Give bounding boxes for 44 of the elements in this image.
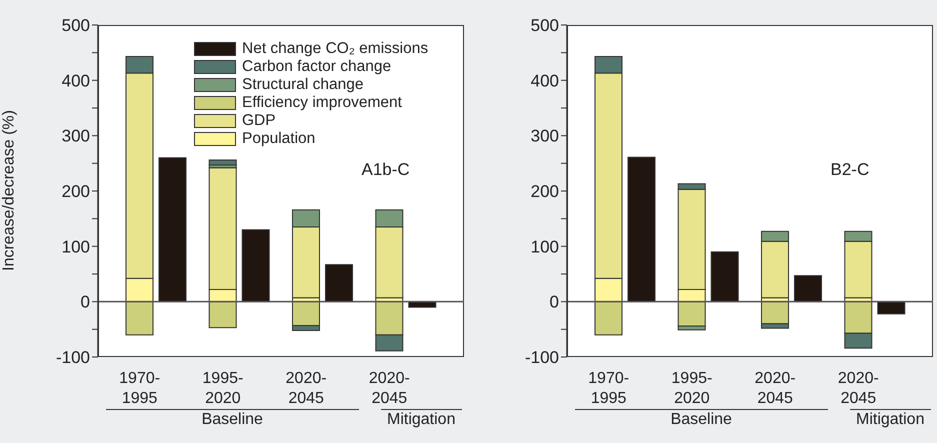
y-tick-label: 300 (62, 126, 90, 146)
y-tick-label: -100 (524, 348, 559, 368)
bar (242, 229, 270, 302)
y-tick-label: 400 (530, 71, 559, 90)
x-tick-label: 2020-2045 (754, 370, 796, 407)
y-tick-label: 300 (530, 126, 559, 146)
legend-label: Carbon factor change (242, 58, 392, 76)
y-axis-title: Increase/decrease (%) (0, 110, 18, 271)
x-tick-label: 1995-2020 (671, 370, 712, 407)
y-tick-label: 0 (550, 292, 559, 312)
y-tick-label: 500 (62, 16, 90, 36)
y-tick-label: 200 (530, 182, 559, 202)
x-tick-label: 2020-2045 (286, 370, 327, 407)
legend-label: Efficiency improvement (242, 94, 402, 112)
bar (877, 301, 906, 314)
y-tick-label: 200 (62, 182, 90, 202)
y-tick-label: 100 (62, 237, 90, 256)
text: Baseline (106, 409, 358, 430)
legend-label: Structural change (242, 76, 364, 94)
text: B2-C (830, 160, 870, 180)
text: Mitigation (380, 409, 462, 430)
legend-label: Population (242, 130, 316, 148)
x-tick-label: 1970-1995 (588, 370, 630, 407)
bar (710, 251, 739, 302)
legend-label: Net change CO₂ emissions (242, 40, 428, 58)
legend-label: GDP (242, 112, 276, 130)
x-tick-label: 1995-2020 (202, 370, 244, 407)
bar (628, 156, 656, 302)
x-tick-label: 1970-1995 (119, 370, 160, 407)
y-tick-label: 0 (80, 292, 90, 312)
bar (794, 275, 822, 302)
text: A1b-C (362, 160, 410, 180)
text: Baseline (575, 409, 828, 430)
bar (158, 157, 186, 302)
bar (208, 160, 237, 166)
y-tick-label: 100 (530, 237, 559, 256)
bar (761, 301, 789, 324)
x-tick-label: 2020-2045 (838, 370, 879, 407)
y-tick-label: -100 (56, 348, 90, 368)
bar (325, 264, 353, 302)
x-tick-label: 2020-2045 (368, 370, 410, 407)
text: Mitigation (850, 409, 931, 430)
y-tick-label: 400 (62, 71, 90, 90)
y-tick-label: 500 (530, 16, 559, 36)
